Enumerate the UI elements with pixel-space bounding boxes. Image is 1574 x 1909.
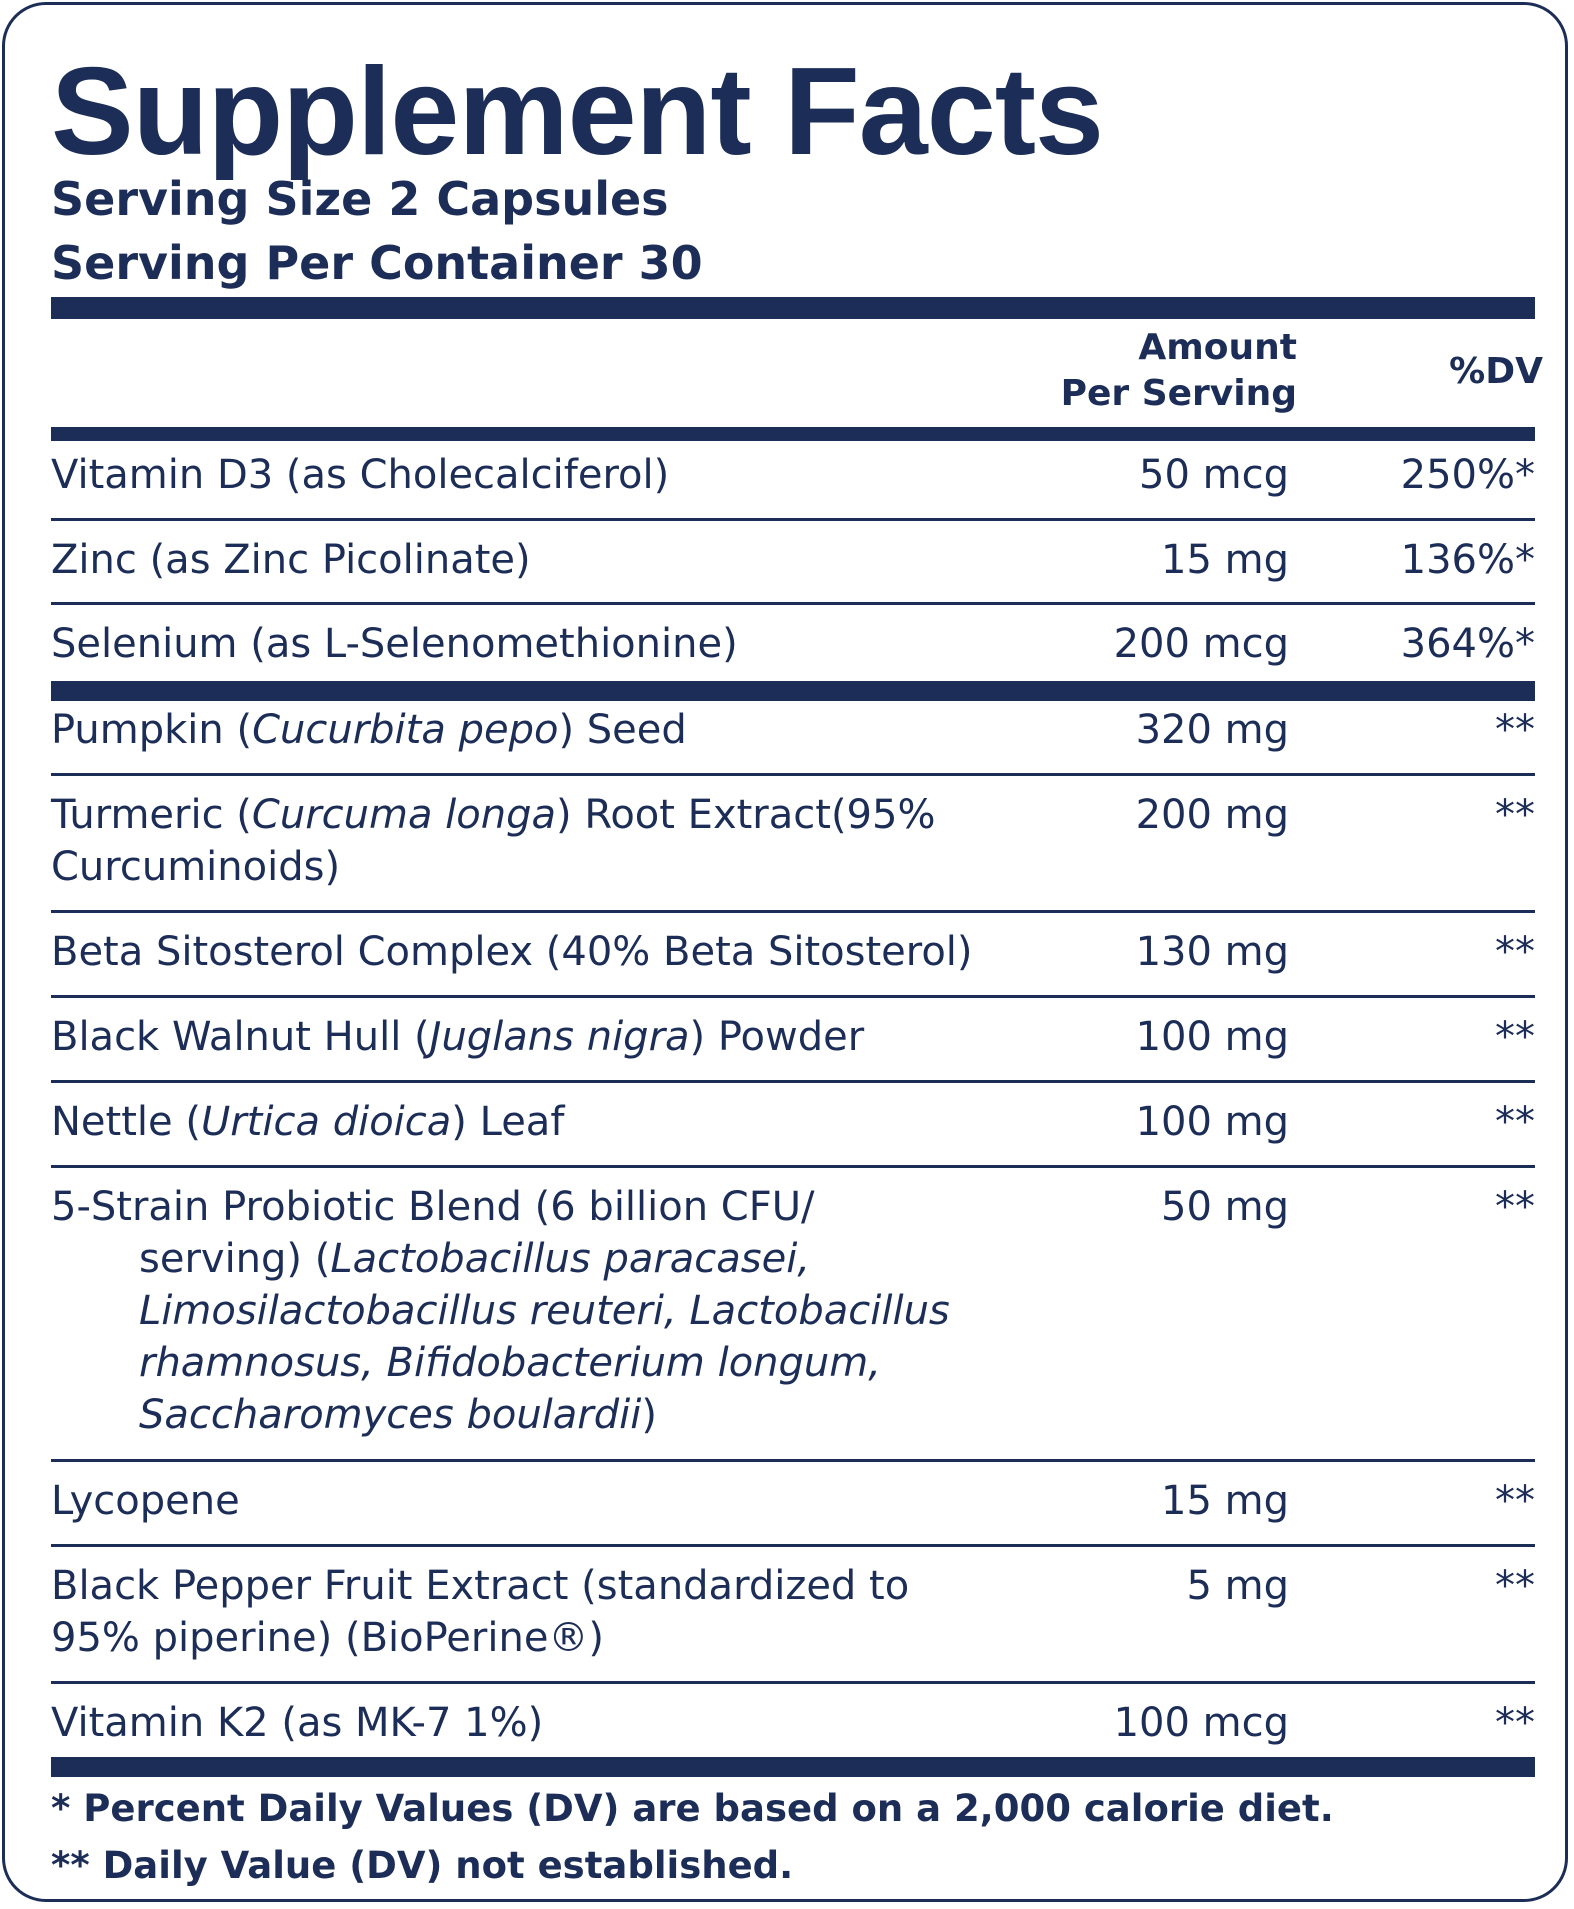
ingredient-amount: 200 mcg bbox=[1113, 621, 1289, 667]
ingredient-name: 5-Strain Probiotic Blend (6 billion CFU/… bbox=[51, 1184, 950, 1438]
top-divider-bar bbox=[51, 297, 1535, 319]
ingredient-dv: ** bbox=[1495, 1099, 1535, 1145]
ingredient-name: Pumpkin (Cucurbita pepo) Seed bbox=[51, 707, 687, 753]
amount-header-line1: Amount bbox=[1138, 327, 1297, 368]
ingredient-dv: 250%* bbox=[1400, 452, 1535, 498]
ingredient-dv: ** bbox=[1495, 1563, 1535, 1609]
ingredient-name: Selenium (as L-Selenomethionine) bbox=[51, 621, 738, 667]
ingredient-name: Black Pepper Fruit Extract (standardized… bbox=[51, 1563, 910, 1661]
section-divider-bar bbox=[51, 681, 1535, 701]
ingredient-dv: ** bbox=[1495, 1014, 1535, 1060]
ingredient-name: Zinc (as Zinc Picolinate) bbox=[51, 537, 531, 583]
ingredient-dv: ** bbox=[1495, 1184, 1535, 1230]
botanical-name: Curcuma longa bbox=[251, 792, 557, 838]
label-title: Supplement Facts bbox=[51, 43, 1104, 181]
ingredient-name: Vitamin K2 (as MK-7 1%) bbox=[51, 1700, 544, 1746]
ingredient-dv: ** bbox=[1495, 1700, 1535, 1746]
ingredient-dv: ** bbox=[1495, 929, 1535, 975]
ingredient-dv: ** bbox=[1495, 792, 1535, 838]
row-divider bbox=[51, 1681, 1535, 1684]
row-divider bbox=[51, 518, 1535, 521]
row-divider bbox=[51, 602, 1535, 605]
ingredient-dv: 136%* bbox=[1400, 537, 1535, 583]
ingredient-name: Black Walnut Hull (Juglans nigra) Powder bbox=[51, 1014, 865, 1060]
row-divider bbox=[51, 1459, 1535, 1462]
row-divider bbox=[51, 995, 1535, 998]
serving-size: Serving Size 2 Capsules bbox=[51, 172, 669, 226]
ingredient-dv: ** bbox=[1495, 707, 1535, 753]
ingredient-name: Nettle (Urtica dioica) Leaf bbox=[51, 1099, 565, 1145]
dv-header: %DV bbox=[1449, 351, 1543, 392]
ingredient-amount: 100 mg bbox=[1135, 1014, 1289, 1060]
botanical-name: Cucurbita pepo bbox=[252, 707, 559, 753]
ingredient-amount: 100 mcg bbox=[1113, 1700, 1289, 1746]
amount-header-line2: Per Serving bbox=[1060, 373, 1297, 414]
row-divider bbox=[51, 1544, 1535, 1547]
row-divider bbox=[51, 773, 1535, 776]
ingredient-name: Lycopene bbox=[51, 1478, 240, 1524]
row-divider bbox=[51, 910, 1535, 913]
ingredient-amount: 100 mg bbox=[1135, 1099, 1289, 1145]
botanical-name: Juglans nigra bbox=[429, 1014, 690, 1060]
row-divider bbox=[51, 1080, 1535, 1083]
ingredient-dv: 364%* bbox=[1400, 621, 1535, 667]
ingredient-name: Beta Sitosterol Complex (40% Beta Sitost… bbox=[51, 929, 973, 975]
ingredient-name: Vitamin D3 (as Cholecalciferol) bbox=[51, 452, 670, 498]
ingredient-amount: 200 mg bbox=[1135, 792, 1289, 838]
ingredient-amount: 130 mg bbox=[1135, 929, 1289, 975]
row-divider bbox=[51, 1165, 1535, 1168]
footnote-dv-not-established: ** Daily Value (DV) not established. bbox=[51, 1844, 794, 1887]
ingredient-name: Turmeric (Curcuma longa) Root Extract(95… bbox=[51, 792, 936, 890]
servings-per-container: Serving Per Container 30 bbox=[51, 236, 703, 290]
probiotic-strains: Lactobacillus paracasei, bbox=[330, 1236, 811, 1282]
ingredient-amount: 50 mcg bbox=[1139, 452, 1289, 498]
botanical-name: Urtica dioica bbox=[200, 1099, 452, 1145]
header-divider-bar bbox=[51, 427, 1535, 441]
ingredient-dv: ** bbox=[1495, 1478, 1535, 1524]
amount-per-serving-header: Amount Per Serving bbox=[1061, 325, 1297, 417]
ingredient-amount: 15 mg bbox=[1161, 1478, 1289, 1524]
ingredient-amount: 5 mg bbox=[1186, 1563, 1289, 1609]
bottom-divider-bar bbox=[51, 1757, 1535, 1777]
ingredient-amount: 50 mg bbox=[1161, 1184, 1289, 1230]
footnote-percent-dv: * Percent Daily Values (DV) are based on… bbox=[51, 1787, 1334, 1830]
ingredient-amount: 320 mg bbox=[1135, 707, 1289, 753]
ingredient-amount: 15 mg bbox=[1161, 537, 1289, 583]
